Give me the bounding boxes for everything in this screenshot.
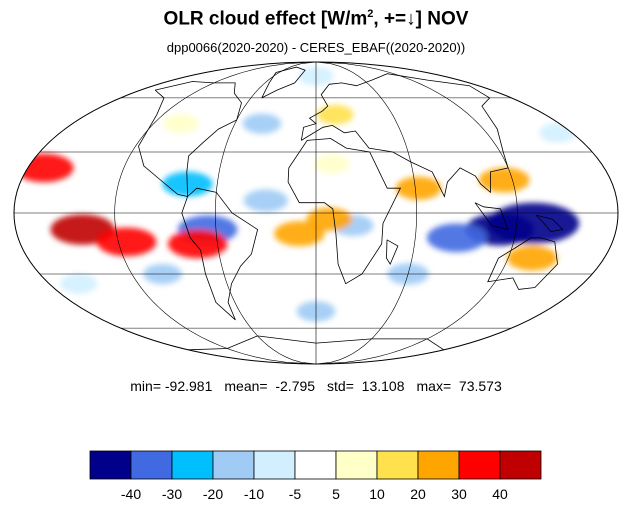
anomaly-region-north-america — [163, 114, 199, 134]
coastline — [181, 187, 259, 321]
coastline — [474, 202, 509, 231]
coastline — [535, 214, 564, 233]
coastline — [138, 81, 242, 197]
anomaly-region-indian-ocean-south — [426, 223, 487, 253]
colorbar-swatch — [417, 450, 460, 480]
colorbar-swatch — [499, 450, 542, 480]
coastline — [300, 73, 509, 198]
coastline — [287, 138, 402, 285]
globe-outline — [13, 61, 619, 365]
colorbar-swatch — [130, 450, 173, 480]
colorbar-swatch — [253, 450, 296, 480]
coastline — [386, 239, 399, 265]
stat-max: max= 73.573 — [416, 378, 502, 394]
colorbar-swatch — [458, 450, 501, 480]
stat-std: std= 13.108 — [327, 378, 405, 394]
colorbar-swatch — [89, 450, 132, 480]
meridian-line — [114, 62, 317, 364]
colorbar-tick-label: 10 — [369, 486, 385, 502]
anomaly-region-europe — [316, 104, 354, 125]
colorbar-tick-label: 40 — [492, 486, 508, 502]
anomaly-region-east-pacific-south-2 — [96, 227, 157, 257]
anomaly-region-arabian-sea — [395, 176, 442, 200]
coastline — [188, 335, 445, 351]
colorbar-tick-label: -10 — [244, 486, 264, 502]
anomaly-region-south-atlantic — [274, 221, 325, 247]
colorbar-swatch — [335, 450, 378, 480]
colorbar-tick-label: 5 — [332, 486, 340, 502]
stat-min: min= -92.981 — [130, 378, 213, 394]
colorbar-tick-label: 20 — [410, 486, 426, 502]
coastline — [261, 66, 306, 99]
map-title: OLR cloud effect [W/m2, +=↓] NOV — [0, 8, 632, 30]
anomaly-region-east-pacific-south — [50, 214, 115, 245]
colorbar-tick-label: -40 — [121, 486, 141, 502]
anomaly-region-south-china — [479, 167, 530, 193]
statistics-line: min= -92.981 mean= -2.795 std= 13.108 max= … — [0, 378, 632, 394]
colorbar-tick-label: -30 — [162, 486, 182, 502]
colorbar-tick-label: 30 — [451, 486, 467, 502]
meridian-line — [214, 62, 317, 364]
colorbar-swatch — [171, 450, 214, 480]
title-suffix: , +=↓] NOV — [373, 8, 469, 30]
colorbar-swatch — [294, 450, 337, 480]
anomaly-region-atlantic-itcz — [243, 189, 288, 212]
anomaly-region-andes — [168, 229, 228, 259]
anomaly-region-north-atlantic — [242, 113, 282, 134]
colorbar-tick-label: -20 — [203, 486, 223, 502]
anomaly-region-pacific-south — [60, 273, 98, 294]
map-subtitle: dpp0066(2020-2020) - CERES_EBAF((2020-20… — [166, 40, 466, 55]
colorbar-swatch — [212, 450, 255, 480]
anomaly-region-sahara — [314, 154, 350, 174]
title-superscript: 2 — [367, 8, 374, 20]
anomaly-region-west-africa — [306, 207, 353, 231]
stat-mean: mean= -2.795 — [224, 378, 316, 394]
meridian-line — [315, 62, 418, 364]
title-main: OLR cloud effect [W/m — [163, 8, 368, 30]
meridian-line — [315, 62, 518, 364]
colorbar-tick-label: -5 — [289, 486, 302, 502]
colorbar-swatch — [376, 450, 419, 480]
coastline — [487, 237, 558, 290]
anomaly-region-australia-north — [506, 245, 558, 271]
